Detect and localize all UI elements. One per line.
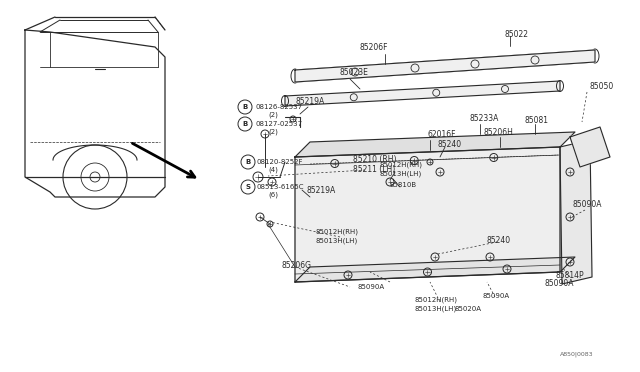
Text: 85020A: 85020A: [455, 306, 482, 312]
Text: 85012H(RH): 85012H(RH): [316, 229, 359, 235]
Text: 85240: 85240: [438, 140, 462, 148]
Polygon shape: [560, 140, 592, 284]
Text: (2): (2): [268, 112, 278, 118]
Text: 85090A: 85090A: [573, 199, 602, 208]
Text: 85233A: 85233A: [470, 113, 499, 122]
Text: 85206H: 85206H: [484, 128, 514, 137]
Text: 85206F: 85206F: [360, 42, 388, 51]
Text: 85211 (LH): 85211 (LH): [353, 164, 396, 173]
Text: 85081: 85081: [525, 115, 549, 125]
Polygon shape: [295, 147, 560, 282]
Text: 85090A: 85090A: [358, 284, 385, 290]
Text: 85219A: 85219A: [307, 186, 336, 195]
Text: 85022: 85022: [505, 29, 529, 38]
Text: 08120-8252F: 08120-8252F: [257, 159, 303, 165]
Text: 85012H(RH): 85012H(RH): [380, 162, 423, 168]
Text: 85090A: 85090A: [545, 279, 575, 289]
Text: 85814P: 85814P: [556, 270, 584, 279]
Polygon shape: [570, 127, 610, 167]
Text: 85013H(LH): 85013H(LH): [316, 238, 358, 244]
Text: 85206G: 85206G: [282, 260, 312, 269]
Polygon shape: [25, 30, 165, 197]
Text: 85050: 85050: [590, 81, 614, 90]
Text: B: B: [243, 121, 248, 127]
Text: 08127-02537: 08127-02537: [255, 121, 302, 127]
Text: 08126-82537: 08126-82537: [255, 104, 302, 110]
Text: (6): (6): [268, 192, 278, 198]
Text: 85810B: 85810B: [390, 182, 417, 188]
Text: 62016F: 62016F: [428, 129, 456, 138]
Text: 85013H(LH): 85013H(LH): [380, 171, 422, 177]
Polygon shape: [295, 132, 575, 157]
Text: (4): (4): [268, 167, 278, 173]
Text: 85240: 85240: [487, 235, 511, 244]
Text: B: B: [243, 104, 248, 110]
Text: 85023E: 85023E: [340, 67, 369, 77]
Text: 85012H(RH): 85012H(RH): [415, 297, 458, 303]
Polygon shape: [285, 81, 560, 106]
Polygon shape: [295, 50, 595, 82]
Text: 85219A: 85219A: [296, 96, 325, 106]
Text: 85090A: 85090A: [483, 293, 510, 299]
Text: (2): (2): [268, 129, 278, 135]
Text: 08513-6165C: 08513-6165C: [257, 184, 305, 190]
Text: 85013H(LH): 85013H(LH): [415, 306, 457, 312]
Text: B: B: [245, 159, 251, 165]
Text: A850|0083: A850|0083: [560, 351, 594, 357]
Text: S: S: [246, 184, 250, 190]
Polygon shape: [295, 257, 575, 282]
Text: 85210 (RH): 85210 (RH): [353, 154, 397, 164]
